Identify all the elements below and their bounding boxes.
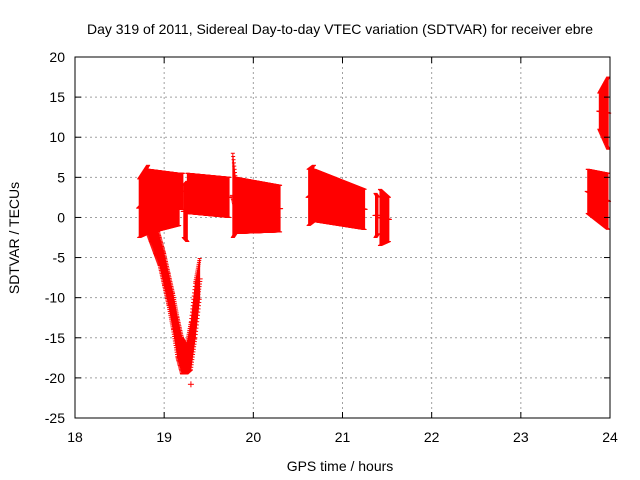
tick-labels: 18 19 20 21 22 23 24 20 15 10 5 0 -5 -10 -15 -20 -25 (45, 49, 618, 445)
y-tick-label: -20 (45, 370, 65, 386)
error-bar-segment (596, 76, 612, 150)
error-bar-segment (372, 192, 381, 238)
y-tick-label: -10 (45, 290, 65, 306)
error-bar (277, 184, 284, 233)
x-tick-label: 18 (67, 429, 83, 445)
x-tick-label: 19 (156, 429, 172, 445)
x-tick-label: 23 (513, 429, 529, 445)
error-bar (361, 188, 368, 230)
outlier-point (187, 381, 194, 388)
error-bar (196, 258, 203, 300)
error-bar (226, 176, 233, 218)
x-tick-label: 22 (424, 429, 440, 445)
x-tick-label: 20 (246, 429, 262, 445)
error-bar-segment (145, 168, 183, 234)
dip-trace (143, 192, 203, 375)
data-series (136, 76, 612, 388)
error-bar-segment (176, 172, 186, 210)
axis-ticks (74, 56, 611, 419)
y-tick-label: -5 (53, 250, 66, 266)
grid (75, 57, 610, 418)
y-tick-label: -15 (45, 330, 65, 346)
error-bar-segment (184, 172, 233, 218)
chart-title: Day 319 of 2011, Sidereal Day-to-day VTE… (87, 21, 593, 37)
error-bar-segment (232, 176, 284, 234)
y-tick-label: -25 (45, 410, 65, 426)
x-tick-label: 24 (602, 429, 618, 445)
y-tick-label: 0 (57, 209, 65, 225)
x-tick-label: 21 (335, 429, 351, 445)
y-axis-title: SDTVAR / TECUs (6, 182, 22, 294)
y-tick-label: 15 (49, 89, 65, 105)
y-tick-label: 5 (57, 169, 65, 185)
error-bar (385, 196, 392, 243)
error-bar-segment (376, 188, 392, 247)
y-tick-label: 10 (49, 129, 65, 145)
x-axis-title: GPS time / hours (287, 458, 394, 474)
error-bar-segment (584, 168, 612, 230)
error-bar-segment (310, 168, 368, 230)
y-tick-label: 20 (49, 49, 65, 65)
